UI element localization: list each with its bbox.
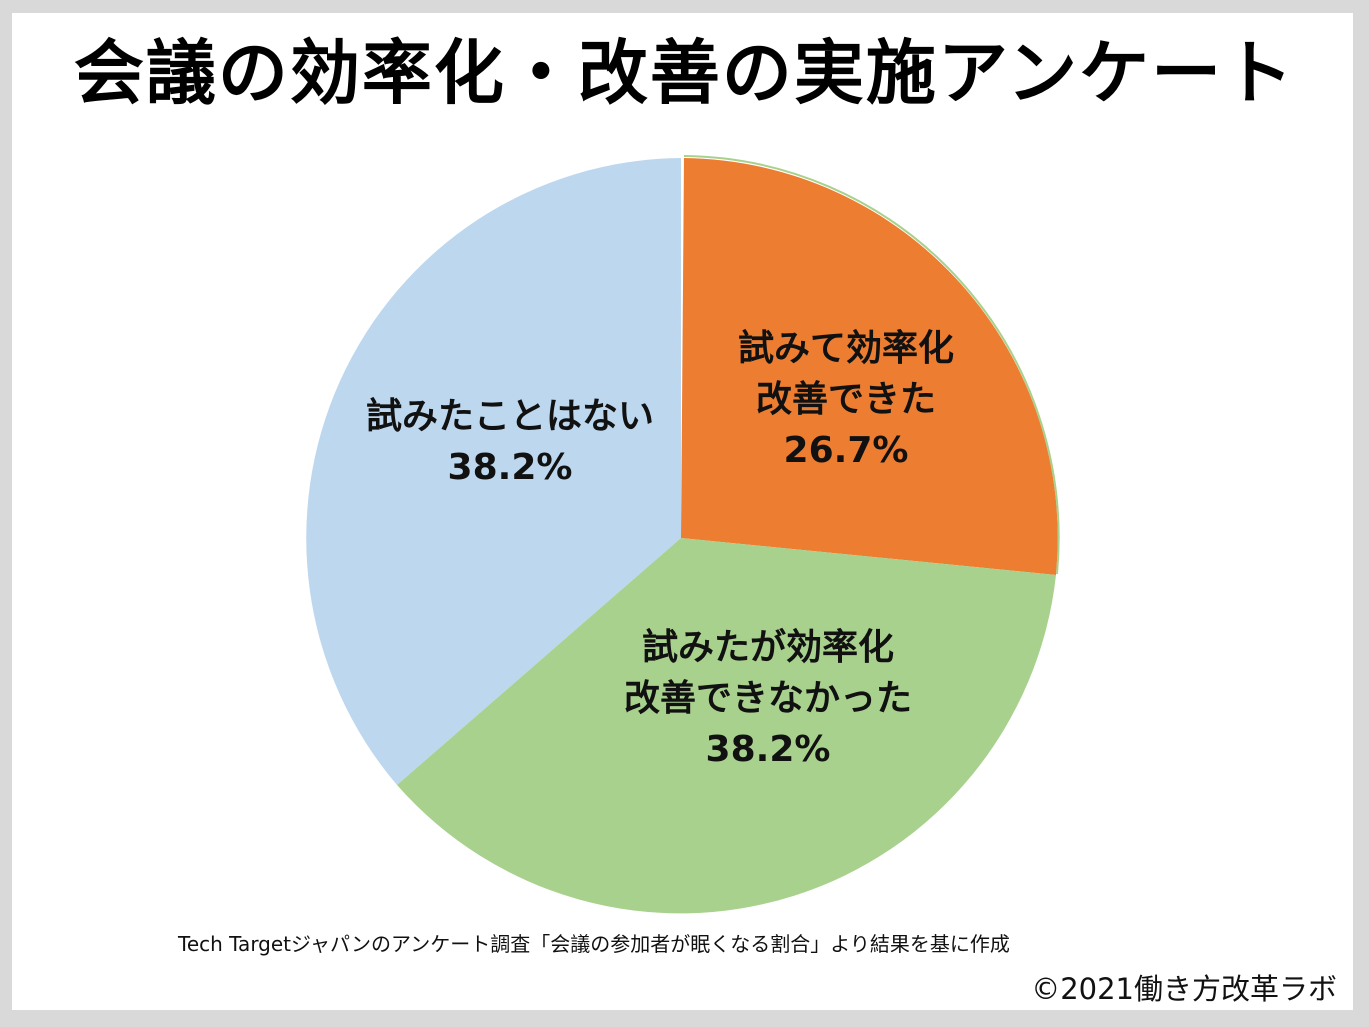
pie-slice-improved [681,158,1058,575]
copyright-credit: ©2021働き方改革ラボ [1031,972,1337,1006]
label-improved-line1: 試みて効率化 [737,328,955,369]
label-improved-value: 26.7% [783,430,909,471]
pie-edge-sliver [683,155,1060,575]
label-tried-not-improved-value: 38.2% [705,729,831,770]
label-improved: 試みて効率化 改善できた 26.7% [738,323,954,476]
source-note: Tech Targetジャパンのアンケート調査「会議の参加者が眠くなる割合」より… [178,932,1010,956]
label-tried-not-improved: 試みたが効率化 改善できなかった 38.2% [624,622,912,775]
label-tried-not-improved-line2: 改善できなかった [623,678,913,719]
label-not-tried: 試みたことはない 38.2% [366,391,654,493]
chart-title: 会議の効率化・改善の実施アンケート [73,32,1296,114]
pie-slice-tried-not-improved [397,538,1056,914]
label-tried-not-improved-line1: 試みたが効率化 [641,627,895,668]
label-not-tried-line1: 試みたことはない [365,396,655,437]
pie-slice-not-tried [306,158,681,785]
label-not-tried-value: 38.2% [447,447,573,488]
label-improved-line2: 改善できた [755,379,937,420]
